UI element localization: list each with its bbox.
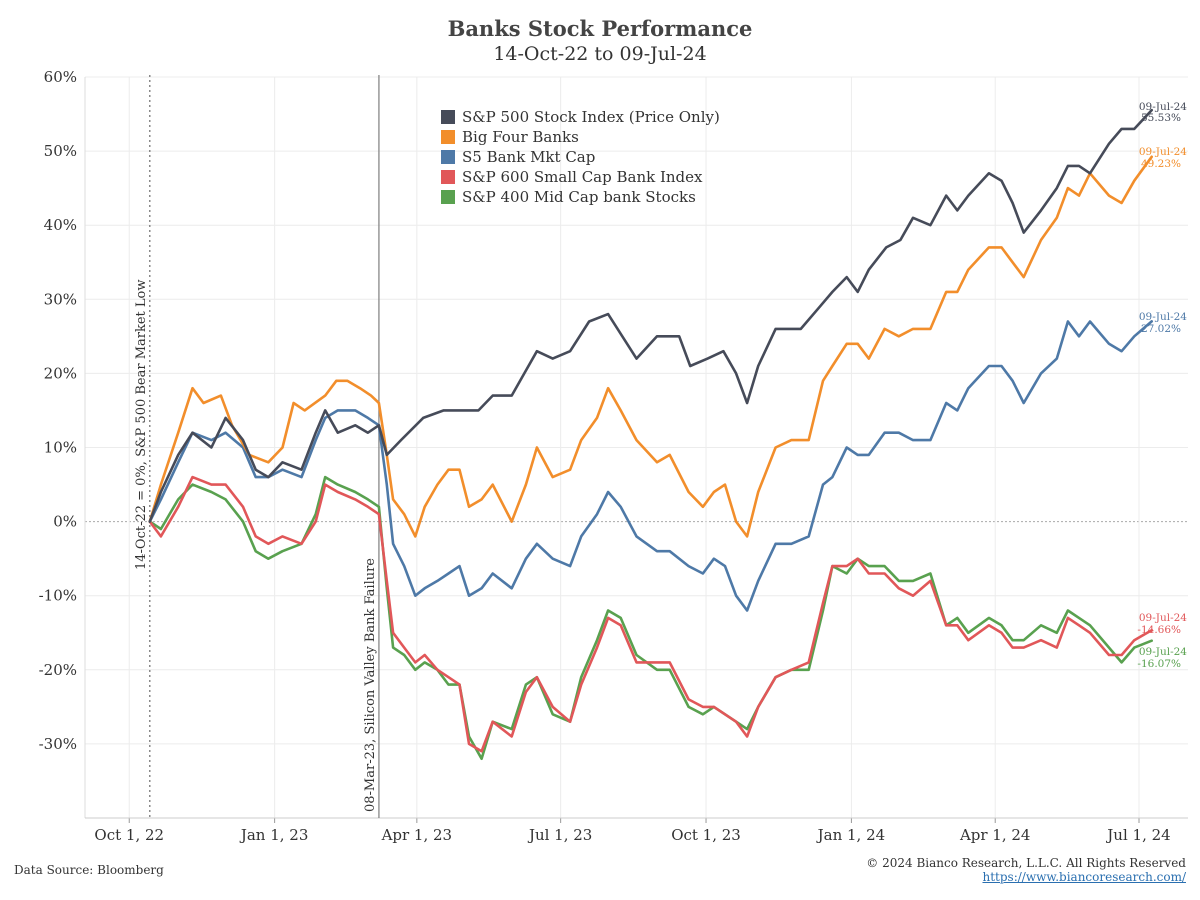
end-date-label: 09-Jul-24 [1139,146,1187,158]
y-tick-label: 0% [53,513,77,531]
legend-label: S&P 400 Mid Cap bank Stocks [462,188,696,206]
x-tick-label: Jul 1, 23 [527,826,592,844]
legend-item: S&P 600 Small Cap Bank Index [441,167,720,187]
legend-swatch [441,190,455,204]
legend-label: S5 Bank Mkt Cap [462,148,596,166]
y-tick-label: -30% [39,735,77,753]
series-line [148,475,1153,760]
legend-swatch [441,130,455,144]
legend-swatch [441,110,455,124]
y-tick-label: -20% [39,661,77,679]
series-line [148,475,1153,753]
y-tick-label: -10% [39,587,77,605]
end-date-label: 09-Jul-24 [1139,101,1187,113]
y-tick-label: 40% [44,216,77,234]
legend-item: S&P 500 Stock Index (Price Only) [441,107,720,127]
series-line [148,155,1153,538]
reference-line-label: 08-Mar-23, Silicon Valley Bank Failure [363,558,378,812]
y-tick-label: 60% [44,68,77,86]
legend-swatch [441,150,455,164]
data-source-note: Data Source: Bloomberg [14,863,164,877]
x-tick-label: Jan 1, 23 [239,826,309,844]
copyright-note: © 2024 Bianco Research, L.L.C. All Right… [866,856,1186,870]
x-tick-label: Apr 1, 24 [959,826,1031,844]
chart-title: Banks Stock Performance [447,16,753,41]
legend-label: S&P 600 Small Cap Bank Index [462,168,703,186]
x-tick-label: Oct 1, 23 [671,826,741,844]
end-date-label: 09-Jul-24 [1139,612,1187,624]
website-link[interactable]: https://www.biancoresearch.com/ [982,870,1186,884]
legend-label: Big Four Banks [462,128,579,146]
x-tick-label: Jul 1, 24 [1105,826,1170,844]
series-line [148,108,1153,523]
y-tick-label: 20% [44,364,77,382]
end-value-label: 27.02% [1141,323,1181,335]
end-value-label: -16.07% [1137,658,1181,670]
legend-item: S5 Bank Mkt Cap [441,147,720,167]
legend-label: S&P 500 Stock Index (Price Only) [462,108,720,126]
end-date-label: 09-Jul-24 [1139,646,1187,658]
y-tick-label: 30% [44,290,77,308]
end-value-label: -14.66% [1137,624,1181,636]
y-tick-label: 10% [44,439,77,457]
legend-swatch [441,170,455,184]
legend-item: S&P 400 Mid Cap bank Stocks [441,187,720,207]
chart-subtitle: 14-Oct-22 to 09-Jul-24 [493,43,707,65]
x-tick-label: Oct 1, 22 [94,826,164,844]
series-line [148,320,1153,612]
end-date-label: 09-Jul-24 [1139,311,1187,323]
end-value-label: 49.23% [1141,158,1181,170]
legend-item: Big Four Banks [441,127,720,147]
y-tick-label: 50% [44,142,77,160]
x-tick-label: Jan 1, 24 [816,826,886,844]
end-value-label: 55.53% [1141,112,1181,124]
reference-line-label: 14-Oct-22 = 0%, S&P 500 Bear Market Low [134,279,149,570]
chart-legend: S&P 500 Stock Index (Price Only) Big Four… [441,107,720,207]
x-tick-label: Apr 1, 23 [381,826,453,844]
